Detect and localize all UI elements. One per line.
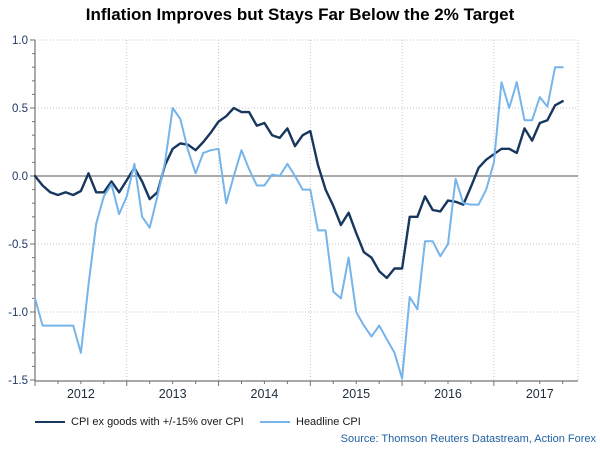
cpi-ex-goods-line-swatch bbox=[35, 421, 65, 423]
x-axis-year-label: 2016 bbox=[434, 387, 462, 401]
cpi-ex-goods-line bbox=[33, 99, 564, 280]
legend-label-cpi-ex-goods: CPI ex goods with +/-15% over CPI bbox=[71, 416, 244, 428]
legend-item-cpi-ex-goods: CPI ex goods with +/-15% over CPI bbox=[35, 416, 244, 428]
headline-cpi-line-swatch bbox=[260, 421, 290, 423]
y-axis-tick-label: 1.0 bbox=[12, 35, 28, 47]
x-axis-year-label: 2012 bbox=[67, 387, 95, 401]
source-attribution: Source: Thomson Reuters Datastream, Acti… bbox=[340, 433, 596, 445]
x-axis-year-label: 2014 bbox=[251, 387, 279, 401]
y-axis-tick-label: -1.0 bbox=[8, 307, 28, 319]
y-axis-tick-label: 0.5 bbox=[12, 103, 28, 115]
headline-cpi-line bbox=[34, 66, 564, 380]
y-axis-tick-label: -0.5 bbox=[8, 239, 28, 251]
x-axis-year-label: 2017 bbox=[526, 387, 554, 401]
legend-label-headline-cpi: Headline CPI bbox=[296, 416, 361, 428]
chart-title: Inflation Improves but Stays Far Below t… bbox=[85, 5, 515, 24]
x-axis-year-label: 2013 bbox=[159, 387, 187, 401]
legend-item-headline-cpi: Headline CPI bbox=[260, 416, 361, 428]
x-axis-year-label: 2015 bbox=[342, 387, 370, 401]
y-axis-tick-label: -1.5 bbox=[8, 375, 28, 387]
y-axis-tick-label: 0.0 bbox=[12, 171, 28, 183]
chart-legend: CPI ex goods with +/-15% over CPI Headli… bbox=[35, 416, 595, 432]
